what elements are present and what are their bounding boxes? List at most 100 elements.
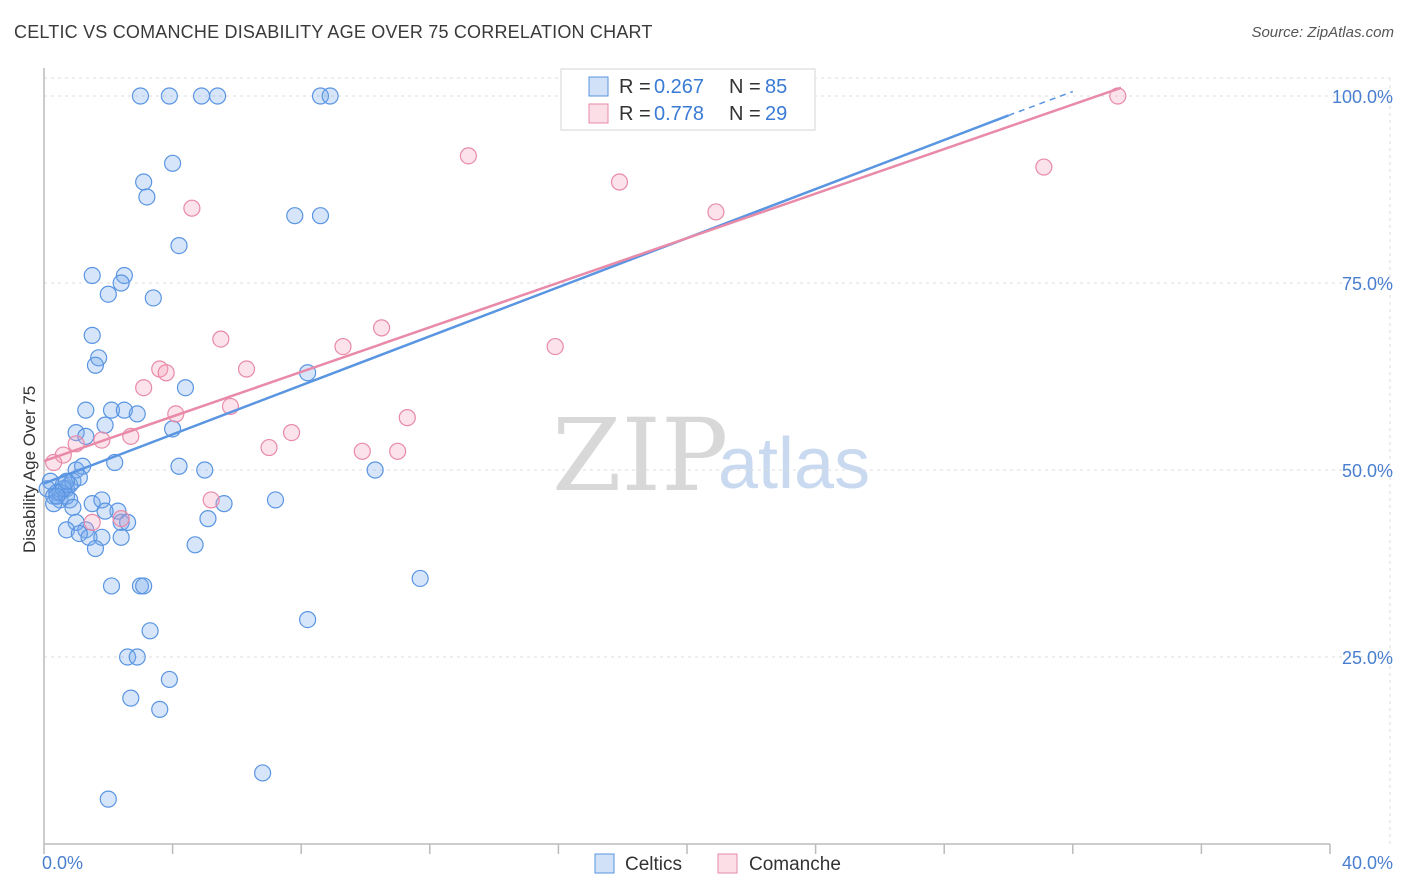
axes: [43, 68, 1331, 854]
celtics-point-32: [83, 266, 101, 285]
celtics-point-75: [135, 577, 153, 595]
legend-r-label-celtics: R =: [619, 76, 651, 98]
comanche-point-9: [546, 337, 564, 356]
comanche-point-11: [157, 364, 175, 382]
comanche-point-23: [353, 442, 371, 460]
celtics-point-44: [115, 401, 133, 419]
series-legend-swatch-comanche: [717, 853, 738, 874]
celtics-point-28: [138, 188, 156, 206]
celtics-point-51: [170, 457, 188, 475]
celtics-point-46: [96, 416, 114, 434]
celtics-point-72: [411, 569, 429, 588]
celtics-trend-line: [43, 114, 1009, 485]
comanche-point-1: [459, 147, 477, 165]
celtics-point-22: [192, 87, 211, 105]
celtics-point-61: [199, 510, 217, 528]
legend-r-value-comanche: 0.778: [654, 103, 704, 125]
celtics-point-21: [160, 87, 178, 105]
comanche-trend-line: [43, 86, 1122, 463]
y-tick-label-25: 25.0%: [1342, 648, 1393, 668]
celtics-point-76: [299, 610, 317, 629]
watermark: ZIP atlas: [552, 397, 870, 514]
celtics-point-58: [266, 491, 285, 509]
celtics-point-17: [64, 498, 82, 516]
comanche-point-16: [398, 409, 416, 427]
chart-source: Source: ZipAtlas.com: [1251, 24, 1394, 41]
celtics-point-41: [176, 379, 195, 397]
legend-r-label-comanche: R =: [619, 103, 651, 125]
celtics-point-23: [209, 87, 227, 105]
celtics-point-39: [86, 356, 105, 374]
celtics-point-26: [164, 154, 182, 172]
celtics-point-59: [215, 495, 233, 513]
legend-n-label-celtics: N =: [729, 76, 761, 98]
y-tick-label-50: 50.0%: [1342, 461, 1393, 481]
trend-lines: [43, 86, 1122, 485]
chart-title: CELTIC VS COMANCHE DISABILITY AGE OVER 7…: [14, 22, 653, 42]
series-legend-swatch-celtics: [594, 853, 615, 874]
celtics-point-78: [118, 648, 137, 666]
comanche-point-24: [389, 442, 407, 460]
celtics-point-24: [311, 87, 330, 105]
celtics-point-77: [141, 622, 159, 640]
celtics-point-31: [170, 237, 188, 255]
celtics-point-64: [57, 521, 76, 539]
celtics-point-43: [102, 401, 121, 419]
comanche-point-27: [83, 513, 101, 531]
celtics-point-29: [286, 207, 304, 225]
celtics-point-84: [99, 790, 117, 808]
comanche-point-12: [237, 360, 256, 378]
celtics-point-57: [96, 502, 114, 520]
correlation-legend: R = 0.267 N = 85 R = 0.778 N = 29: [560, 68, 816, 131]
legend-box: [560, 68, 816, 131]
comanche-point-2: [1035, 158, 1053, 176]
comanche-point-17: [282, 424, 301, 442]
celtics-point-37: [83, 326, 101, 344]
celtics-point-36: [144, 289, 162, 307]
legend-n-label-comanche: N =: [729, 103, 761, 125]
celtics-point-53: [366, 461, 384, 479]
celtics-point-79: [128, 648, 146, 666]
celtics-point-81: [122, 689, 140, 707]
comanche-point-28: [112, 510, 130, 528]
celtics-point-52: [196, 461, 214, 479]
comanche-point-5: [183, 199, 201, 217]
celtics-point-27: [135, 173, 153, 191]
comanche-point-4: [707, 203, 725, 221]
comanche-point-22: [260, 438, 278, 457]
celtics-point-70: [186, 536, 204, 554]
legend-r-value-celtics: 0.267: [654, 76, 704, 98]
celtics-point-82: [151, 700, 169, 718]
legend-n-value-comanche: 29: [765, 103, 787, 125]
y-tick-label-100: 100.0%: [1332, 87, 1393, 107]
celtics-point-73: [102, 577, 121, 595]
celtics-point-30: [311, 207, 330, 225]
celtics-point-25: [321, 87, 339, 105]
celtics-point-62: [112, 513, 130, 531]
comanche-point-6: [212, 330, 230, 348]
watermark-atlas: atlas: [718, 424, 870, 504]
celtics-point-20: [131, 87, 150, 105]
comanche-point-8: [372, 319, 391, 337]
x-tick-label-min: 0.0%: [42, 853, 83, 873]
celtics-point-55: [93, 491, 111, 509]
celtics-point-71: [86, 539, 105, 558]
legend-n-value-celtics: 85: [765, 76, 787, 98]
celtics-point-66: [70, 524, 88, 543]
grid-lines: [44, 77, 1391, 844]
y-tick-label-75: 75.0%: [1342, 274, 1393, 294]
comanche-point-3: [610, 173, 629, 191]
celtics-point-80: [160, 670, 178, 689]
comanche-point-13: [135, 379, 153, 397]
y-axis-label: Disability Age Over 75: [20, 386, 39, 553]
series-legend-label-celtics: Celtics: [625, 854, 682, 875]
comanche-point-7: [334, 337, 352, 356]
celtics-point-42: [77, 401, 95, 419]
comanche-point-26: [202, 491, 220, 509]
tick-labels: 25.0% 50.0% 75.0% 100.0% 0.0% 40.0%: [42, 87, 1393, 873]
comanche-points: [45, 87, 1127, 531]
series-legend: Celtics Comanche: [594, 853, 841, 875]
celtics-point-45: [128, 405, 146, 423]
legend-swatch-comanche: [588, 103, 609, 124]
